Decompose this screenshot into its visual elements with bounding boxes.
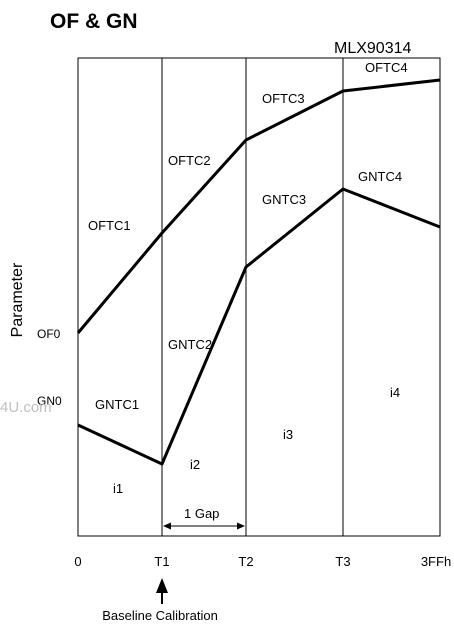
x-tick-t3: T3 — [335, 554, 350, 569]
gn0-label: GN0 — [37, 394, 62, 408]
gain-curve — [77, 187, 441, 466]
x-tick-t1: T1 — [154, 554, 169, 569]
gap-label: 1 Gap — [184, 506, 219, 521]
interval-i4-label: i4 — [390, 385, 400, 400]
gap-arrow-left-head — [163, 522, 171, 530]
oftc2-label: OFTC2 — [168, 153, 211, 168]
watermark-text: 4U.com — [0, 399, 52, 416]
oftc4-label: OFTC4 — [365, 60, 408, 75]
x-tick-t2: T2 — [238, 554, 253, 569]
baseline-arrow-head — [156, 578, 168, 593]
gntc4-label: GNTC4 — [358, 169, 402, 184]
offset-curve — [76, 78, 441, 334]
diagram-title: OF & GN — [50, 10, 138, 33]
oftc3-label: OFTC3 — [262, 91, 305, 106]
oftc1-label: OFTC1 — [88, 218, 131, 233]
gap-arrow-right-head — [237, 522, 245, 530]
interval-i3-label: i3 — [283, 427, 293, 442]
gntc1-label: GNTC1 — [95, 397, 139, 412]
plot-frame — [77, 57, 441, 537]
of0-label: OF0 — [37, 327, 61, 341]
y-axis-label: Parameter — [9, 262, 26, 337]
interval-i2-label: i2 — [190, 457, 200, 472]
baseline-calibration-label: Baseline Calibration — [102, 608, 218, 623]
device-label: MLX90314 — [334, 40, 411, 57]
x-tick-3ffh: 3FFh — [421, 554, 451, 569]
interval-i1-label: i1 — [113, 481, 123, 496]
gntc3-label: GNTC3 — [262, 192, 306, 207]
x-tick-0: 0 — [74, 554, 81, 569]
gntc2-label: GNTC2 — [168, 337, 212, 352]
